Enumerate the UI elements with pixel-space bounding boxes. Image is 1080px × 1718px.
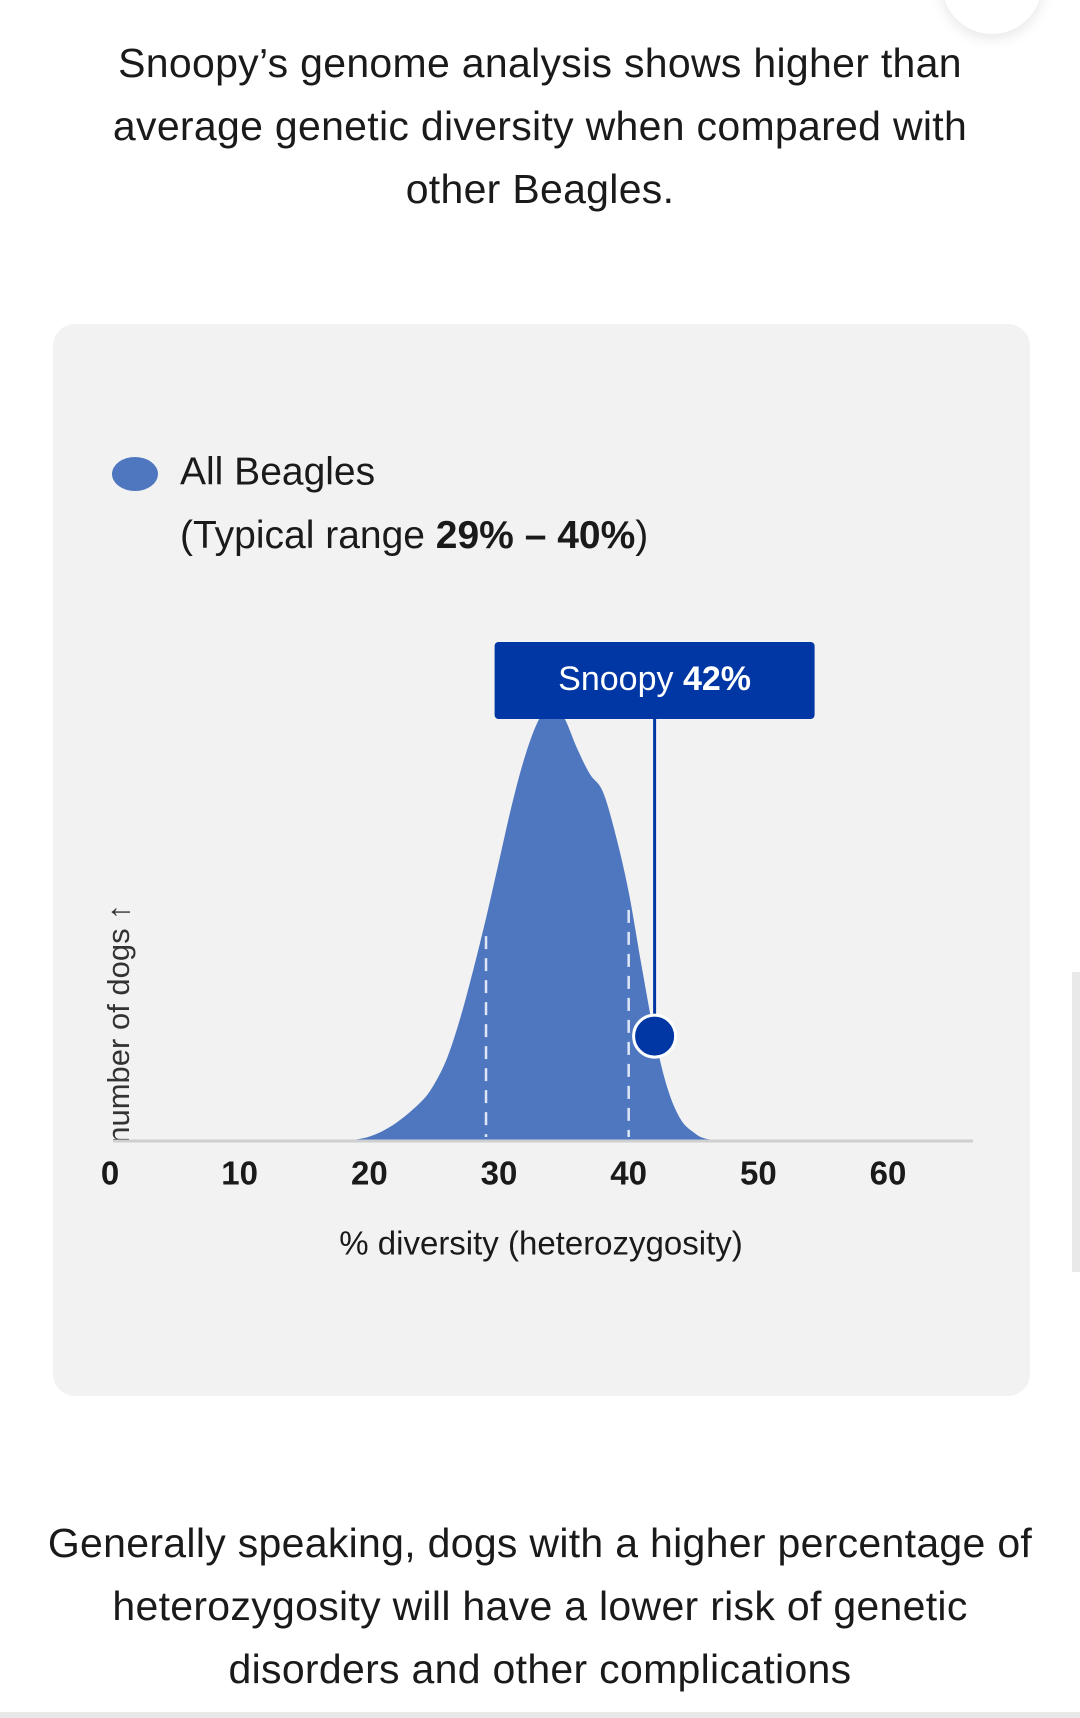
x-tick-label: 0 [101, 1155, 119, 1192]
x-tick-label: 50 [740, 1155, 777, 1192]
snoopy-marker-value: 42% [683, 660, 751, 698]
scrollbar[interactable] [1072, 972, 1080, 1272]
body-text: Generally speaking, dogs with a higher p… [47, 1520, 1033, 1692]
x-tick-label: 20 [351, 1155, 388, 1192]
legend-range-suffix: ) [635, 514, 648, 557]
y-axis-label: number of dogs ↑ [101, 904, 136, 1144]
snoopy-marker-label-box [494, 642, 815, 719]
legend-swatch [112, 457, 158, 491]
legend-range-prefix: (Typical range [180, 514, 436, 557]
x-tick-label: 10 [221, 1155, 258, 1192]
snoopy-marker-name: Snoopy [558, 660, 673, 698]
menu-button[interactable] [942, 0, 1042, 34]
x-tick-label: 40 [610, 1155, 647, 1192]
x-axis-label: % diversity (heterozygosity) [339, 1225, 742, 1262]
x-axis-ticks: 0 10 20 30 40 50 60 [101, 1155, 907, 1192]
bottom-divider [0, 1712, 1080, 1718]
legend-range-value: 29% – 40% [436, 514, 635, 557]
diversity-chart-card: All Beagles (Typical range 29% – 40%) nu… [53, 324, 1030, 1396]
diversity-chart: All Beagles (Typical range 29% – 40%) nu… [101, 450, 973, 1262]
intro-text: Snoopy’s genome analysis shows higher th… [112, 40, 968, 212]
legend-series-label: All Beagles [180, 450, 375, 493]
legend-range: (Typical range 29% – 40%) [180, 514, 648, 557]
x-tick-label: 60 [870, 1155, 907, 1192]
snoopy-marker-label: Snoopy 42% [558, 660, 751, 698]
snoopy-marker-dot [632, 1013, 678, 1059]
x-tick-label: 30 [481, 1155, 518, 1192]
distribution-area [343, 703, 733, 1141]
